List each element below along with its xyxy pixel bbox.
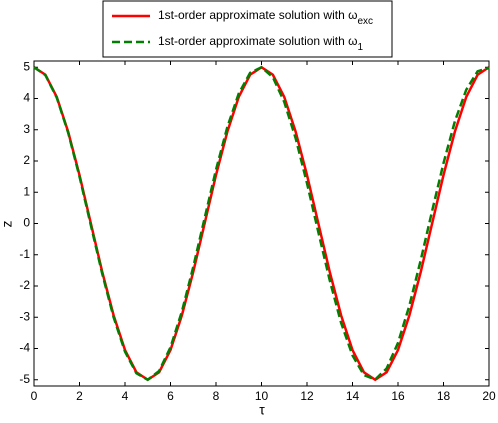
y-tick-label: -1: [19, 247, 30, 261]
legend-subscript: exc: [357, 16, 373, 27]
x-tick-label: 18: [437, 389, 451, 403]
legend-name: 1st-order approximate solution with ω: [158, 34, 357, 48]
x-tick-label: 16: [391, 389, 405, 403]
y-tick-label: 5: [23, 59, 30, 73]
y-axis-label: z: [0, 221, 15, 228]
legend-name: 1st-order approximate solution with ω: [158, 8, 357, 22]
y-tick-label: 1: [23, 184, 30, 198]
x-tick-label: 14: [346, 389, 360, 403]
legend-label: 1st-order approximate solution with ω1: [158, 34, 363, 52]
legend-box: [102, 0, 393, 58]
plot-frame: [33, 60, 490, 387]
x-tick-label: 0: [31, 389, 38, 403]
y-tick-label: 2: [23, 153, 30, 167]
x-tick-label: 4: [122, 389, 129, 403]
y-tick-label: -2: [19, 278, 30, 292]
y-tick-label: 4: [23, 91, 30, 105]
x-tick-label: 2: [76, 389, 83, 403]
y-tick-label: 3: [23, 122, 30, 136]
x-axis-label: τ: [259, 402, 265, 418]
x-tick-label: 10: [255, 389, 269, 403]
legend-label: 1st-order approximate solution with ωexc: [158, 8, 373, 26]
x-tick-label: 8: [213, 389, 220, 403]
x-tick-label: 12: [300, 389, 314, 403]
y-tick-label: -4: [19, 341, 30, 355]
y-tick-label: -5: [19, 372, 30, 386]
x-tick-label: 20: [482, 389, 496, 403]
x-tick-label: 6: [167, 389, 174, 403]
y-tick-label: 0: [23, 216, 30, 230]
y-tick-label: -3: [19, 309, 30, 323]
line-series: [33, 65, 490, 382]
legend-subscript: 1: [357, 42, 363, 53]
